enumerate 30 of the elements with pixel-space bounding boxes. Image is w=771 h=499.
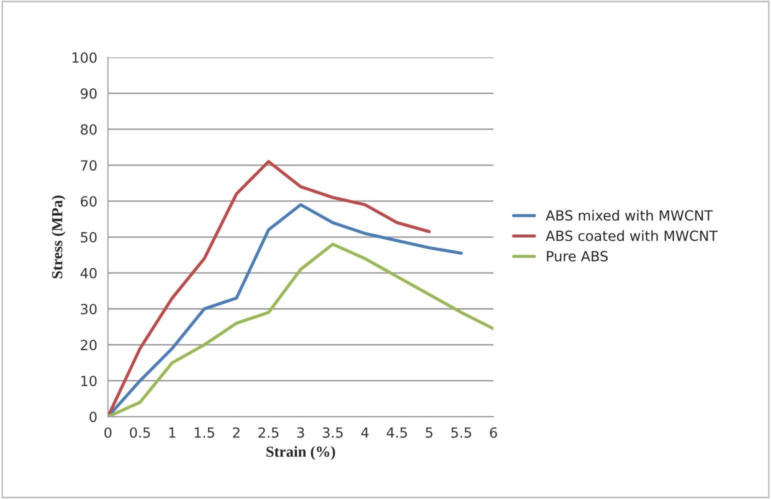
x-tick-label: 4 xyxy=(361,428,369,438)
x-tick-label: 6 xyxy=(490,427,497,438)
y-tick-label: 80 xyxy=(80,124,97,135)
y-tick-label: 40 xyxy=(80,268,97,278)
legend-label: ABS coated with MWCNT xyxy=(546,230,718,242)
line-series xyxy=(108,160,431,417)
x-tick-label: 0.5 xyxy=(130,427,150,438)
y-tick-label: 70 xyxy=(80,160,97,171)
x-tick-label: 5 xyxy=(426,428,432,438)
y-tick-label: 10 xyxy=(81,376,97,386)
x-tick-label: 4.5 xyxy=(386,428,407,438)
y-tick-label: 90 xyxy=(80,88,97,99)
y-tick-label: 60 xyxy=(80,196,97,207)
x-tick-label: 0 xyxy=(104,427,112,438)
y-tick-label: 20 xyxy=(80,340,97,350)
y-tick-label: 0 xyxy=(90,412,97,422)
y-tick-label: 50 xyxy=(80,232,97,242)
x-tick-label: 2.5 xyxy=(258,427,278,438)
y-tick-label: 30 xyxy=(80,304,97,314)
x-tick-label: 3.5 xyxy=(322,427,343,438)
legend-label: ABS mixed with MWCNT xyxy=(546,210,713,221)
y-tick-label: 100 xyxy=(72,52,97,63)
x-tick-label: 1 xyxy=(169,428,176,438)
legend-label: Pure ABS xyxy=(546,250,608,262)
x-tick-label: 5.5 xyxy=(451,428,472,438)
x-tick-label: 2 xyxy=(233,427,240,438)
x-tick-label: 3 xyxy=(297,427,304,438)
y-axis-title: Stress (MPa) xyxy=(52,196,66,278)
x-tick-label: 1.5 xyxy=(194,428,214,438)
x-axis-title: Strain (%) xyxy=(266,446,336,460)
